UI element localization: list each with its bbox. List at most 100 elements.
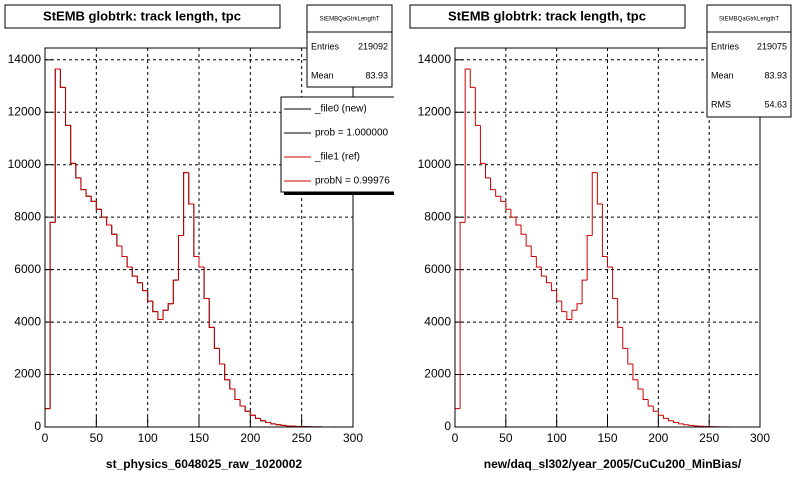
- histogram-bin: [551, 282, 557, 292]
- histogram-bin: [203, 267, 210, 299]
- x-tick-label: 200: [648, 431, 668, 445]
- histogram-bin: [525, 234, 532, 247]
- stats-label: Mean: [711, 70, 734, 80]
- histogram-bin: [500, 196, 506, 202]
- stats-title: StEMBQaGtrkLengthT: [719, 17, 779, 23]
- y-tick-label: 14000: [418, 52, 452, 66]
- histogram-bin: [131, 267, 138, 277]
- stats-title: StEMBQaGtrkLengthT: [319, 17, 379, 23]
- y-tick-label: 8000: [424, 209, 451, 223]
- histogram-bin: [505, 201, 511, 210]
- stats-value: 83.93: [764, 70, 787, 80]
- y-tick-label: 2000: [424, 367, 451, 381]
- panel: 0 2000 4000 6000 8000 10000 12000 14000 0 50 100 15…: [409, 4, 792, 471]
- x-tick-label: 0: [452, 431, 459, 445]
- histogram-bin: [116, 234, 122, 247]
- histogram-bin: [193, 204, 199, 258]
- y-tick-label: 2000: [14, 367, 41, 381]
- x-tick-label: 0: [42, 431, 49, 445]
- histogram-bin: [90, 196, 97, 202]
- histogram-bin: [591, 172, 598, 236]
- histogram-bin: [239, 399, 246, 407]
- histogram-bin: [188, 172, 194, 205]
- histogram-bin: [126, 256, 133, 268]
- histogram-bin: [172, 279, 179, 304]
- histogram-bin: [576, 303, 583, 311]
- y-tick-label: 14000: [8, 52, 42, 66]
- histogram-bin: [530, 246, 537, 258]
- histogram-bin: [254, 415, 261, 419]
- stats-value: 83.93: [365, 70, 388, 80]
- x-axis-label: new/daq_sl302/year_2005/CuCu200_MinBias/: [484, 457, 742, 471]
- y-tick-label: 4000: [14, 314, 41, 328]
- histogram-bin: [65, 87, 71, 126]
- histogram-bin: [177, 235, 184, 281]
- histogram-bin: [601, 204, 608, 258]
- histogram-bin: [100, 209, 107, 218]
- histogram-bin: [596, 172, 603, 205]
- histogram-bin: [632, 364, 638, 381]
- histogram-bin: [459, 221, 466, 409]
- y-tick-label: 12000: [418, 104, 452, 118]
- histogram-bin: [652, 406, 659, 412]
- y-tick-label: 0: [34, 419, 41, 433]
- x-tick-label: 50: [90, 431, 104, 445]
- y-tick-label: 10000: [8, 157, 42, 171]
- histogram-bin: [586, 235, 593, 281]
- stats-label: Mean: [311, 70, 334, 80]
- y-tick-label: 6000: [14, 262, 41, 276]
- plot-frame-border: [44, 47, 354, 428]
- histogram-bin: [520, 225, 527, 235]
- histogram-bin: [617, 298, 623, 328]
- histogram-bin: [657, 411, 664, 416]
- histogram-bin: [275, 423, 282, 426]
- histogram-bin: [464, 68, 471, 223]
- histogram-bin: [510, 209, 516, 218]
- histogram-bin: [147, 290, 153, 302]
- histogram-bin: [683, 423, 689, 426]
- histogram-bin: [637, 379, 644, 390]
- y-tick-label: 8000: [14, 209, 41, 223]
- histogram-bin: [80, 177, 87, 191]
- histogram-bin: [693, 425, 699, 427]
- stats-label: Entries: [711, 41, 740, 51]
- stats-label: Entries: [311, 41, 340, 51]
- x-tick-label: 250: [292, 431, 312, 445]
- stats-box: [306, 4, 393, 88]
- chart-title: StEMB globtrk: track length, tpc: [43, 8, 241, 23]
- legend-box: [280, 96, 394, 193]
- histogram-bin: [208, 298, 215, 328]
- histogram-bin: [647, 399, 654, 407]
- y-tick-label: 12000: [8, 104, 42, 118]
- legend-label: _file1 (ref): [314, 152, 360, 163]
- legend-label: probN = 0.99976: [315, 176, 390, 187]
- histogram-bin: [678, 422, 684, 425]
- histogram-bin: [198, 256, 205, 268]
- legend-label: _file0 (new): [314, 104, 367, 115]
- title-box: [4, 4, 281, 29]
- plot-frame-border: [454, 47, 761, 428]
- x-tick-label: 50: [499, 431, 513, 445]
- histogram-bin: [270, 422, 276, 425]
- histogram-bin: [490, 177, 496, 191]
- stats-box: [706, 4, 792, 118]
- histogram-bin: [566, 311, 572, 320]
- histogram-bin: [469, 68, 476, 88]
- histogram-bin: [70, 125, 76, 164]
- histogram-bin: [106, 217, 112, 226]
- histogram-bin: [622, 327, 628, 349]
- x-tick-label: 300: [343, 431, 363, 445]
- histogram-bin: [474, 87, 481, 126]
- panel: 0 2000 4000 6000 8000 10000 12000 14000 0 50 100 15…: [4, 4, 394, 471]
- stats-value: 54.63: [764, 99, 787, 109]
- histogram-bin: [612, 267, 618, 299]
- x-tick-label: 250: [699, 431, 719, 445]
- x-tick-label: 150: [189, 431, 209, 445]
- histogram-bin: [157, 311, 164, 320]
- histogram-bin: [285, 425, 292, 427]
- histogram-bin: [59, 68, 66, 88]
- histogram-bin: [260, 418, 266, 422]
- histogram-bin: [581, 279, 588, 304]
- histogram-bin: [479, 125, 486, 164]
